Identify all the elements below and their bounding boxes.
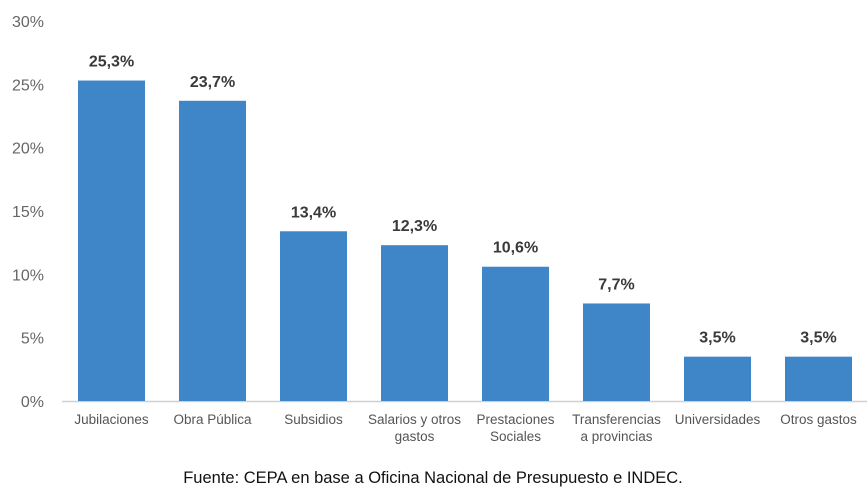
x-tick-label: Prestaciones	[476, 412, 554, 427]
bar	[583, 303, 650, 401]
y-tick-label: 25%	[12, 77, 44, 94]
x-tick-label: Transferencias	[572, 412, 661, 427]
x-tick-label: a provincias	[580, 429, 652, 444]
bar	[684, 356, 751, 401]
bar	[179, 100, 246, 402]
x-tick-label: Jubilaciones	[74, 412, 149, 427]
source-note: Fuente: CEPA en base a Oficina Nacional …	[183, 469, 683, 487]
bar	[482, 266, 549, 401]
y-tick-label: 0%	[21, 394, 44, 411]
x-tick-label: gastos	[395, 429, 435, 444]
bar	[785, 356, 852, 401]
y-tick-label: 30%	[12, 14, 44, 31]
x-tick-label: Universidades	[675, 412, 761, 427]
y-tick-label: 5%	[21, 331, 44, 348]
bar	[280, 231, 347, 401]
y-tick-label: 20%	[12, 141, 44, 158]
data-label: 3,5%	[699, 330, 735, 347]
y-tick-label: 10%	[12, 267, 44, 284]
y-tick-label: 15%	[12, 204, 44, 221]
data-label: 12,3%	[392, 218, 437, 235]
y-axis: 0% 5% 10% 15% 20% 25% 30%	[12, 14, 44, 411]
x-tick-label: Obra Pública	[173, 412, 252, 427]
x-tick-label: Sociales	[490, 429, 541, 444]
x-tick-label: Otros gastos	[780, 412, 857, 427]
x-tick-label: Salarios y otros	[368, 412, 461, 427]
data-label: 23,7%	[190, 74, 235, 91]
data-label: 10,6%	[493, 240, 538, 257]
data-label: 25,3%	[89, 54, 134, 71]
x-tick-label: Subsidios	[284, 412, 343, 427]
bars: 25,3% Jubilaciones 23,7% Obra Pública 13,4% S…	[74, 54, 857, 444]
bar	[78, 80, 145, 402]
data-label: 3,5%	[800, 330, 836, 347]
bar	[381, 245, 448, 401]
data-label: 13,4%	[291, 204, 336, 221]
data-label: 7,7%	[598, 276, 634, 293]
